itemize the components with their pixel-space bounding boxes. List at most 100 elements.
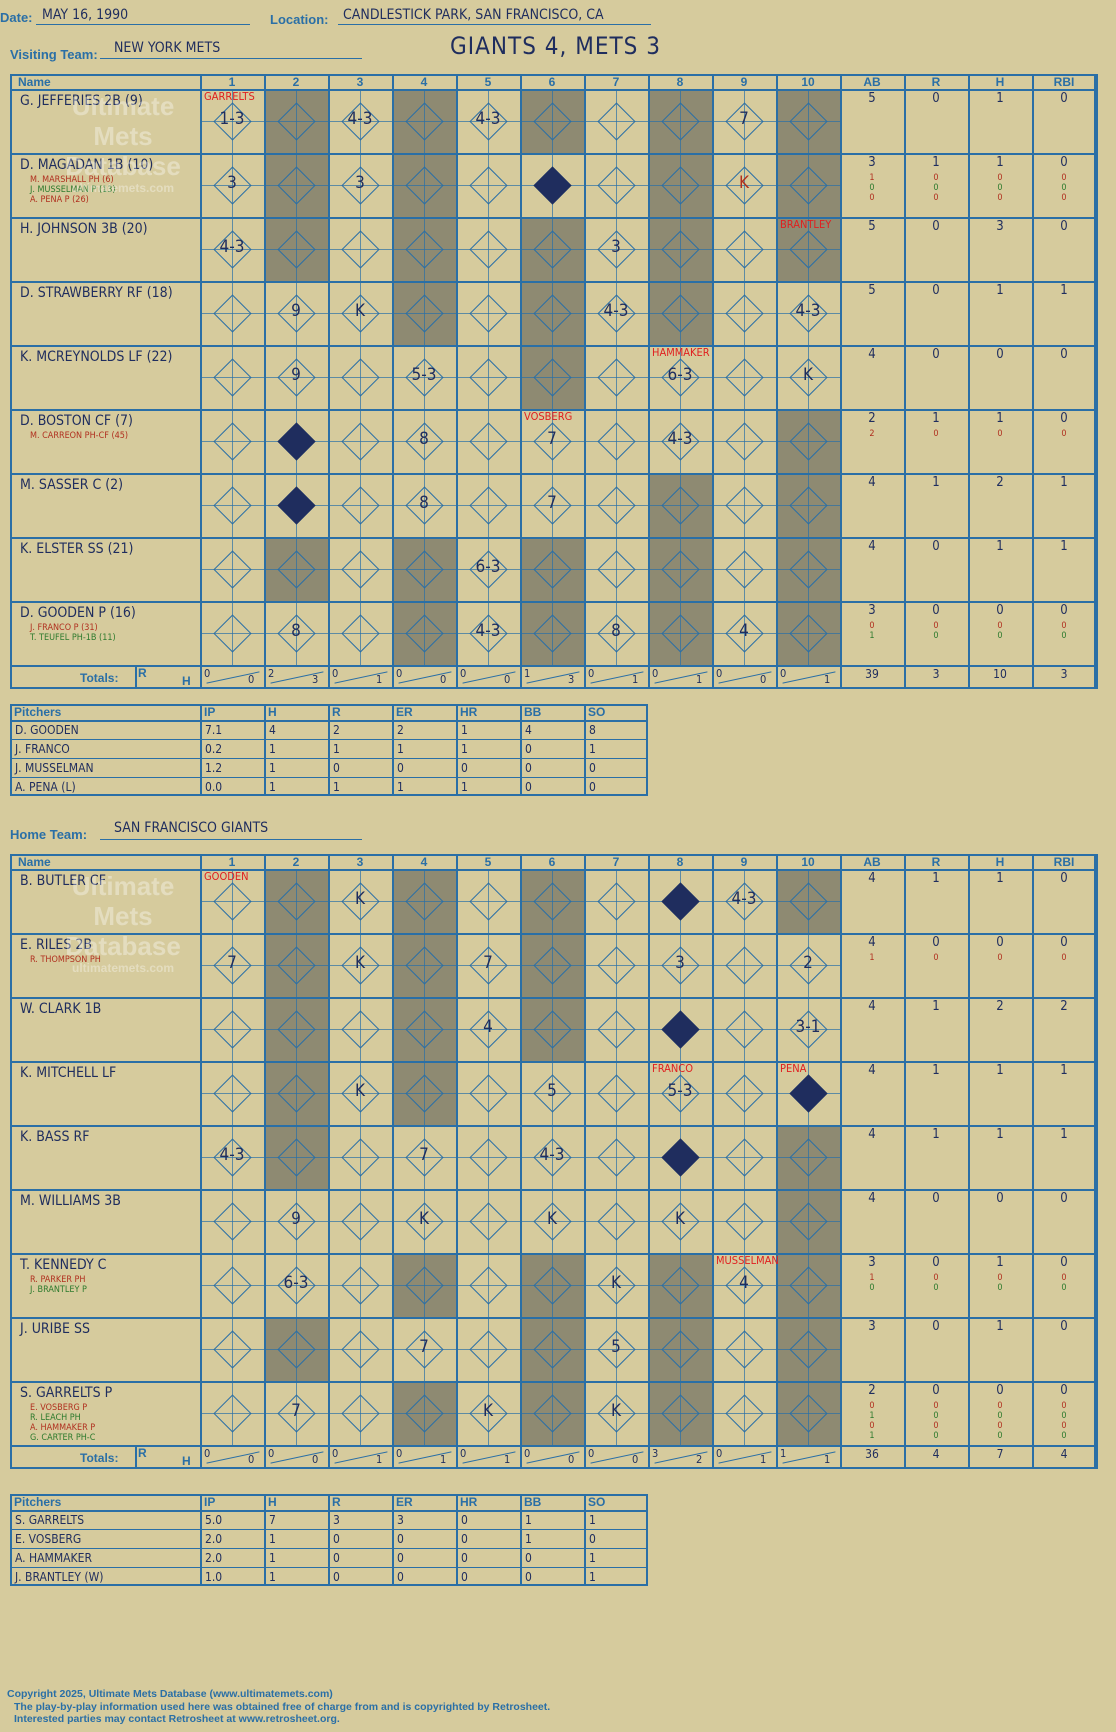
play-result: 4-3 [347, 109, 373, 129]
cell-vline [680, 1189, 681, 1253]
inning-header: 4 [420, 855, 428, 869]
pitcher-stat: 1.2 [205, 761, 223, 775]
inning-hits-total: 1 [824, 673, 831, 686]
inning-runs-total: 0 [204, 667, 211, 680]
substitute-name: J. BRANTLEY P [30, 1285, 87, 1295]
cell-vline [296, 1253, 297, 1317]
cell-vline [680, 1253, 681, 1317]
cell-vline [744, 933, 745, 997]
cell-vline [424, 1061, 425, 1125]
cell-vline [744, 1381, 745, 1445]
pitchers-col-divider [264, 1494, 266, 1586]
pitcher-stat: 4 [525, 723, 532, 737]
pitcher-stat: 1 [461, 742, 468, 756]
cell-vline [296, 217, 297, 281]
substitute-stat: 0 [869, 193, 875, 203]
pitcher-stat: 0 [461, 761, 468, 775]
pitching-change-note: VOSBERG [524, 410, 573, 423]
player-stat: 0 [932, 91, 940, 106]
cell-vline [232, 997, 233, 1061]
cell-vline [360, 345, 361, 409]
totals-label: Totals: [80, 1451, 119, 1465]
cell-vline [808, 345, 809, 409]
substitute-stat: 0 [997, 1283, 1003, 1293]
player-stat: 2 [868, 411, 876, 426]
substitute-stat: 0 [933, 1273, 939, 1283]
name-column-header: Name [18, 855, 51, 869]
inning-header: 1 [228, 75, 236, 89]
play-result: 7 [739, 109, 749, 129]
cell-vline [744, 345, 745, 409]
column-divider [968, 74, 970, 689]
stat-total: 3 [1060, 667, 1068, 681]
cell-vline [808, 473, 809, 537]
row-divider [10, 1253, 1096, 1255]
cell-vline [232, 89, 233, 153]
player-stat: 5 [868, 283, 876, 298]
substitute-stat: 0 [1061, 429, 1067, 439]
inning-runs-total: 0 [204, 1447, 211, 1460]
cell-vline [808, 409, 809, 473]
cell-vline [296, 1125, 297, 1189]
play-result: K [482, 1401, 494, 1421]
pitcher-stat: 1 [461, 723, 468, 737]
player-stat: 2 [1060, 999, 1068, 1014]
inning-hits-total: 0 [248, 673, 255, 686]
pitcher-stat: 0 [525, 761, 532, 775]
inning-runs-total: 0 [332, 667, 339, 680]
cell-vline [616, 1317, 617, 1381]
cell-vline [296, 997, 297, 1061]
cell-vline [488, 89, 489, 153]
play-result: 7 [483, 953, 493, 973]
pitchers-header: BB [524, 1495, 542, 1509]
player-stat: 1 [996, 411, 1004, 426]
row-divider [10, 1445, 1096, 1447]
cell-vline [552, 281, 553, 345]
cell-vline [744, 601, 745, 665]
play-result: 4 [739, 1273, 749, 1293]
pitcher-stat: 1 [333, 742, 340, 756]
play-result: 8 [419, 493, 429, 513]
inning-hits-total: 0 [248, 1453, 255, 1466]
substitute-stat: 0 [933, 953, 939, 963]
player-stat: 0 [1060, 603, 1068, 618]
cell-vline [808, 601, 809, 665]
pitcher-stat: 0.2 [205, 742, 223, 756]
row-divider [10, 1125, 1096, 1127]
cell-vline [680, 601, 681, 665]
pitchers-header: HR [460, 705, 478, 719]
home-team-label: Home Team: [10, 827, 88, 842]
stat-header: R [931, 855, 941, 869]
cell-vline [488, 997, 489, 1061]
play-result: 5-3 [667, 1081, 693, 1101]
cell-vline [808, 153, 809, 217]
cell-vline [424, 1125, 425, 1189]
row-divider [10, 153, 1096, 155]
cell-vline [680, 345, 681, 409]
cell-vline [296, 89, 297, 153]
pitcher-name: E. VOSBERG [15, 1532, 82, 1546]
player-name: S. GARRELTS P [20, 1385, 113, 1401]
player-stat: 1 [996, 539, 1004, 554]
pitcher-name: J. BRANTLEY (W) [15, 1570, 104, 1584]
watermark-word: Mets [93, 901, 153, 931]
inning-header: 5 [484, 855, 492, 869]
cell-vline [488, 1381, 489, 1445]
inning-runs-total: 0 [780, 667, 787, 680]
inning-hits-total: 0 [440, 673, 447, 686]
player-name: D. BOSTON CF (7) [20, 413, 133, 429]
player-stat: 1 [1060, 539, 1068, 554]
pitching-change-note: PENA [780, 1062, 807, 1075]
player-stat: 1 [932, 475, 940, 490]
column-divider [712, 854, 714, 1469]
inning-runs-total: 0 [588, 1447, 595, 1460]
watermark-url: ultimatemets.com [71, 181, 175, 195]
cell-vline [552, 89, 553, 153]
pitchers-header-divider [10, 720, 648, 722]
cell-vline [232, 1061, 233, 1125]
player-stat: 1 [1060, 475, 1068, 490]
substitute-stat: 0 [869, 1421, 875, 1431]
cell-vline [360, 1061, 361, 1125]
inning-header: 8 [676, 75, 684, 89]
column-divider [968, 854, 970, 1469]
